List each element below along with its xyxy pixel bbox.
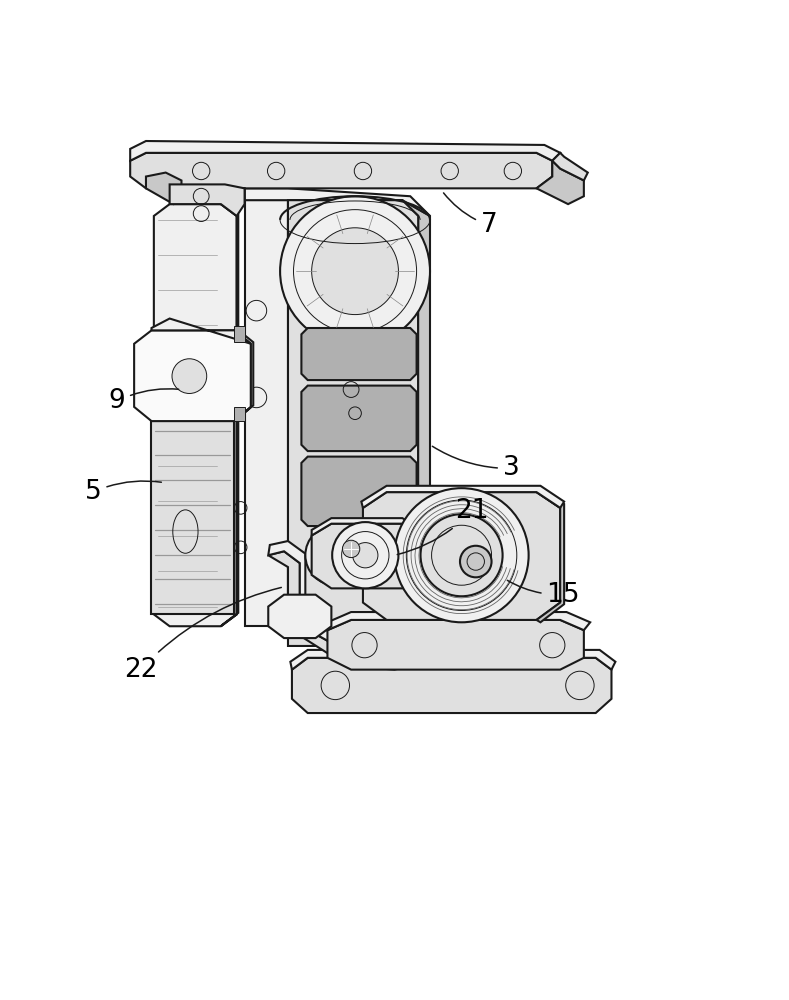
Text: 22: 22 <box>124 587 282 683</box>
Circle shape <box>460 546 492 577</box>
Text: 15: 15 <box>507 580 580 608</box>
Polygon shape <box>327 612 590 630</box>
Polygon shape <box>245 200 288 626</box>
Circle shape <box>280 196 430 346</box>
Circle shape <box>312 228 398 315</box>
Polygon shape <box>552 153 588 180</box>
Circle shape <box>342 540 360 558</box>
Polygon shape <box>151 421 234 614</box>
Text: 21: 21 <box>397 498 488 555</box>
Polygon shape <box>398 543 446 568</box>
Polygon shape <box>130 153 552 188</box>
Polygon shape <box>361 486 564 508</box>
Circle shape <box>421 514 503 596</box>
Circle shape <box>394 488 529 622</box>
Text: 5: 5 <box>84 479 162 505</box>
Polygon shape <box>221 203 238 626</box>
Polygon shape <box>312 518 422 536</box>
Circle shape <box>172 359 207 393</box>
Polygon shape <box>268 541 458 658</box>
Polygon shape <box>288 200 418 646</box>
Polygon shape <box>151 319 251 344</box>
Text: 9: 9 <box>108 388 178 414</box>
Text: 7: 7 <box>443 193 498 238</box>
Polygon shape <box>268 595 331 638</box>
Polygon shape <box>268 551 454 670</box>
Polygon shape <box>234 329 253 421</box>
Polygon shape <box>213 188 245 204</box>
Polygon shape <box>537 161 584 204</box>
Polygon shape <box>146 173 181 204</box>
Circle shape <box>305 525 365 585</box>
Polygon shape <box>288 200 418 240</box>
Polygon shape <box>234 407 245 421</box>
Polygon shape <box>402 200 430 634</box>
Text: 3: 3 <box>432 446 520 481</box>
Polygon shape <box>327 620 584 670</box>
Polygon shape <box>245 188 430 216</box>
Polygon shape <box>312 524 422 588</box>
Polygon shape <box>170 184 245 216</box>
Polygon shape <box>234 326 245 342</box>
Polygon shape <box>134 330 251 421</box>
Polygon shape <box>288 607 323 622</box>
Polygon shape <box>537 488 564 622</box>
Polygon shape <box>154 204 237 626</box>
Polygon shape <box>290 650 615 670</box>
Polygon shape <box>363 492 560 620</box>
Polygon shape <box>130 141 560 161</box>
Circle shape <box>353 543 378 568</box>
Polygon shape <box>292 658 611 713</box>
Polygon shape <box>301 457 417 526</box>
Circle shape <box>332 522 398 588</box>
Polygon shape <box>301 328 417 380</box>
Polygon shape <box>301 386 417 451</box>
